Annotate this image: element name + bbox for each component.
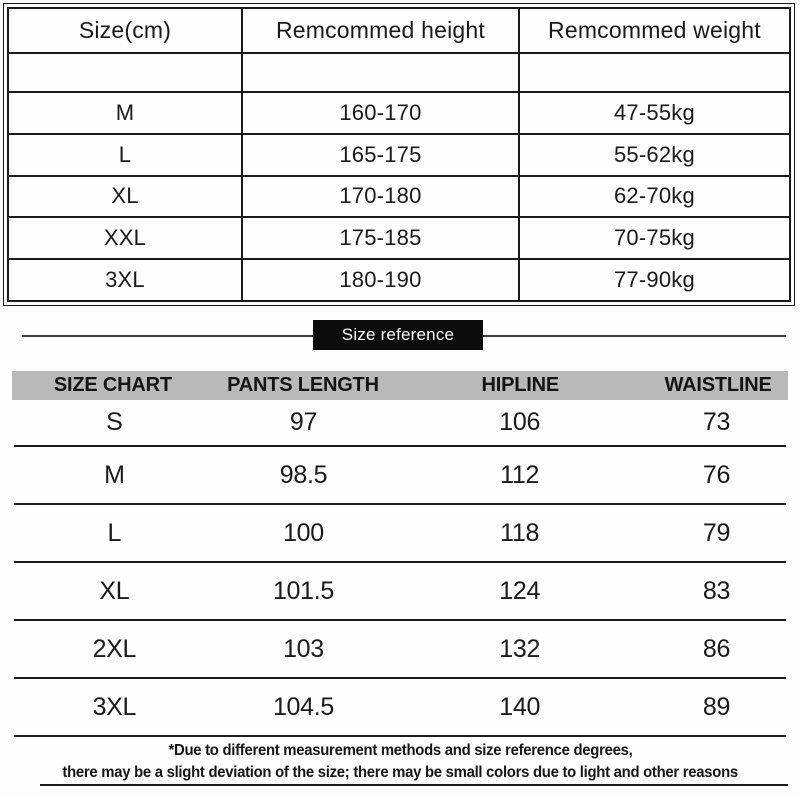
recommend-table-frame: Size(cm) Remcommed height Remcommed weig…: [7, 7, 791, 302]
waistline-cell: 83: [702, 576, 731, 605]
hipline-cell: 124: [499, 576, 541, 605]
waistline-cell: 79: [702, 518, 731, 547]
table-row: 3XL 104.5 140 89: [14, 679, 786, 737]
size-cell: 2XL: [92, 634, 137, 663]
chart-header-hipline: HIPLINE: [481, 374, 560, 396]
size-cell: 3XL: [9, 260, 243, 300]
size-cell: 3XL: [92, 692, 137, 721]
table-row: M 98.5 112 76: [14, 447, 786, 505]
table-row: XL 101.5 124 83: [14, 563, 786, 621]
pants-length-cell: 98.5: [279, 460, 328, 489]
table-row: 3XL 180-190 77-90kg: [9, 260, 789, 300]
waistline-cell: 89: [702, 692, 731, 721]
size-cell: XL: [9, 176, 243, 217]
pants-length-cell: 97: [289, 408, 318, 436]
size-chart-body: S 97 106 73 M 98.5 112 76 L 100 118 79 X…: [14, 400, 786, 737]
table-row: XL 170-180 62-70kg: [9, 176, 789, 219]
table-row: L 165-175 55-62kg: [9, 134, 789, 177]
hipline-cell: 132: [499, 634, 541, 663]
height-cell: 160-170: [243, 93, 520, 133]
height-cell: 165-175: [243, 134, 520, 175]
size-cell: XL: [99, 576, 130, 605]
table-row: 2XL 103 132 86: [14, 621, 786, 679]
waistline-cell: 73: [702, 408, 731, 436]
size-reference-badge: Size reference: [313, 320, 483, 350]
footnote-line-1: *Due to different measurement methods an…: [168, 742, 632, 759]
chart-header-waistline: WAISTLINE: [664, 374, 772, 396]
height-cell: 180-190: [243, 260, 520, 300]
height-cell: 175-185: [243, 218, 520, 259]
recommend-table-blank-row: [9, 54, 789, 93]
pants-length-cell: 103: [283, 634, 324, 663]
hipline-cell: 106: [499, 408, 541, 436]
pants-length-cell: 104.5: [272, 692, 335, 721]
size-cell: L: [107, 518, 122, 547]
weight-cell: 70-75kg: [613, 225, 695, 251]
hipline-cell: 140: [499, 692, 541, 721]
footnote: *Due to different measurement methods an…: [0, 740, 800, 784]
height-cell: 170-180: [243, 176, 520, 217]
recommend-table-header-row: Size(cm) Remcommed height Remcommed weig…: [9, 9, 789, 54]
size-cell: S: [106, 408, 123, 436]
header-cell-height: Remcommed height: [243, 9, 520, 52]
size-cell: M: [9, 93, 243, 133]
chart-header-pants-length: PANTS LENGTH: [227, 374, 379, 396]
footnote-line-2: there may be a slight deviation of the s…: [62, 764, 738, 781]
table-row: XXL 175-185 70-75kg: [9, 218, 789, 261]
weight-cell: 62-70kg: [613, 183, 695, 209]
waistline-cell: 76: [702, 460, 731, 489]
hipline-cell: 112: [500, 460, 540, 489]
weight-cell: 77-90kg: [613, 267, 695, 293]
header-cell-size: Size(cm): [9, 9, 243, 52]
table-row: S 97 106 73: [14, 400, 786, 447]
bottom-rule: [40, 784, 788, 786]
table-row: M 160-170 47-55kg: [9, 93, 789, 135]
pants-length-cell: 100: [283, 518, 324, 547]
blank-cell: [9, 54, 243, 91]
chart-header-size: SIZE CHART: [53, 374, 172, 396]
size-cell: M: [104, 460, 125, 489]
weight-cell: 55-62kg: [613, 141, 695, 167]
recommend-table: Size(cm) Remcommed height Remcommed weig…: [3, 3, 795, 306]
weight-cell: 47-55kg: [613, 99, 695, 125]
blank-cell: [520, 54, 789, 91]
size-cell: L: [9, 134, 243, 175]
size-chart-header-bar: SIZE CHART PANTS LENGTH HIPLINE WAISTLIN…: [12, 371, 788, 400]
hipline-cell: 118: [500, 518, 540, 547]
size-cell: XXL: [9, 218, 243, 259]
table-row: L 100 118 79: [14, 505, 786, 563]
pants-length-cell: 101.5: [272, 576, 335, 605]
header-cell-weight: Remcommed weight: [548, 17, 761, 43]
waistline-cell: 86: [702, 634, 731, 663]
blank-cell: [243, 54, 520, 91]
